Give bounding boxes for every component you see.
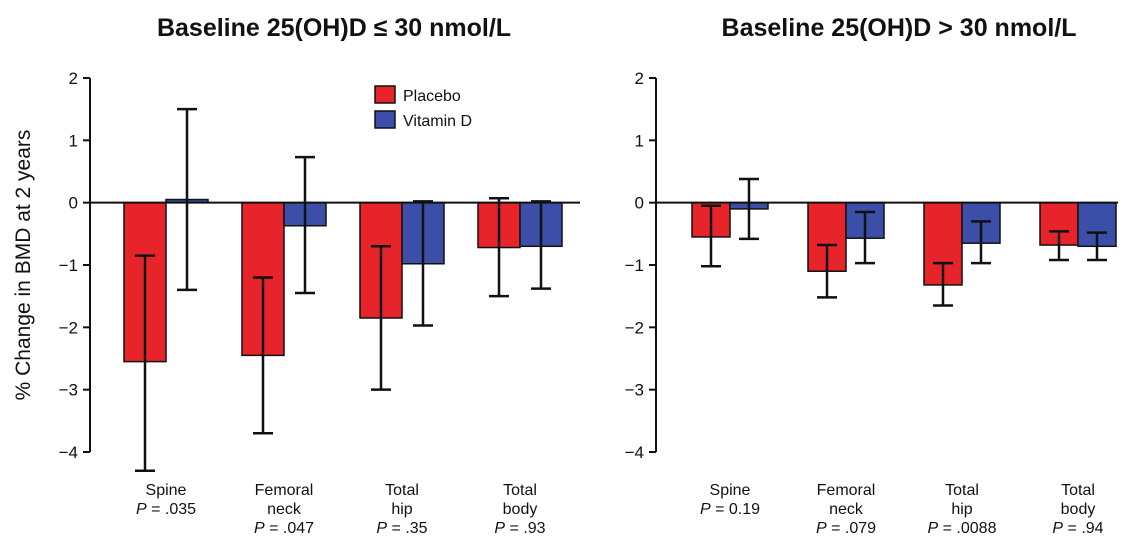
chart-left-y-tick-label: 1 <box>69 131 78 150</box>
chart-left-p-value: P = .35 <box>376 520 427 537</box>
chart-right-plot: 2 1 0 −1 −2 −3 −4 Spine P = 0.19 Femoral neck P = .… <box>625 69 1118 537</box>
chart-right-category-label: Spine <box>710 482 751 499</box>
chart-right-y-tick-label: −4 <box>625 443 644 462</box>
chart-left-y-tick-label: −3 <box>59 381 78 400</box>
chart-right-category-label: Total <box>945 482 979 499</box>
chart-left-category-label: Femoral <box>255 482 314 499</box>
chart-left-category-label: Total <box>503 482 537 499</box>
legend: Placebo Vitamin D <box>374 85 472 130</box>
chart-right-bar-vitamin-d <box>1077 201 1117 248</box>
chart-left-y-tick-label: −4 <box>59 443 78 462</box>
chart-right-p-value: P = .94 <box>1052 520 1103 537</box>
legend-swatch-placebo <box>374 85 396 104</box>
legend-label-vitamin-d: Vitamin D <box>403 113 472 130</box>
chart-left: Baseline 25(OH)D ≤ 30 nmol/L 2 1 0 −1 −2 −3 −4… <box>59 14 580 537</box>
chart-left-title: Baseline 25(OH)D ≤ 30 nmol/L <box>157 14 511 42</box>
chart-left-p-value: P = .93 <box>494 520 545 537</box>
chart-left-y-tick-label: −2 <box>59 318 78 337</box>
chart-left-y-tick-label: 0 <box>69 194 78 213</box>
chart-left-category-label: hip <box>391 501 412 518</box>
chart-right-category-label: Femoral <box>817 482 876 499</box>
chart-right-y-tick-label: 0 <box>635 194 644 213</box>
chart-right-title: Baseline 25(OH)D > 30 nmol/L <box>722 14 1077 42</box>
chart-right-y-tick-label: −1 <box>625 256 644 275</box>
chart-right-category-label: body <box>1061 501 1096 518</box>
chart-left-y-tick-label: 2 <box>69 69 78 88</box>
chart-right-category-label: Total <box>1061 482 1095 499</box>
chart-right-y-tick-label: −2 <box>625 318 644 337</box>
chart-left-y-tick-label: −1 <box>59 256 78 275</box>
chart-right-p-value: P = 0.19 <box>700 501 760 518</box>
chart-left-p-value: P = .035 <box>136 501 196 518</box>
chart-right-y-tick-label: −3 <box>625 381 644 400</box>
chart-right-p-value: P = .0088 <box>928 520 997 537</box>
chart-left-category-label: Total <box>385 482 419 499</box>
chart-right-category-label: neck <box>829 501 864 518</box>
y-axis-label: % Change in BMD at 2 years <box>12 130 35 401</box>
legend-swatch-vitamin-d <box>374 110 396 129</box>
chart-right-p-value: P = .079 <box>816 520 876 537</box>
chart-left-category-label: body <box>503 501 538 518</box>
chart-left-category-label: Spine <box>146 482 187 499</box>
chart-left-p-value: P = .047 <box>254 520 314 537</box>
legend-label-placebo: Placebo <box>403 88 461 105</box>
chart-right-y-tick-label: 2 <box>635 69 644 88</box>
chart-left-plot: 2 1 0 −1 −2 −3 −4 Spine P = .035 Femoral neck P = .… <box>59 69 580 537</box>
chart-right-y-tick-label: 1 <box>635 131 644 150</box>
chart-right: Baseline 25(OH)D > 30 nmol/L 2 1 0 −1 −2 −3 −4… <box>625 14 1118 537</box>
chart-right-category-label: hip <box>951 501 972 518</box>
chart-left-category-label: neck <box>267 501 302 518</box>
